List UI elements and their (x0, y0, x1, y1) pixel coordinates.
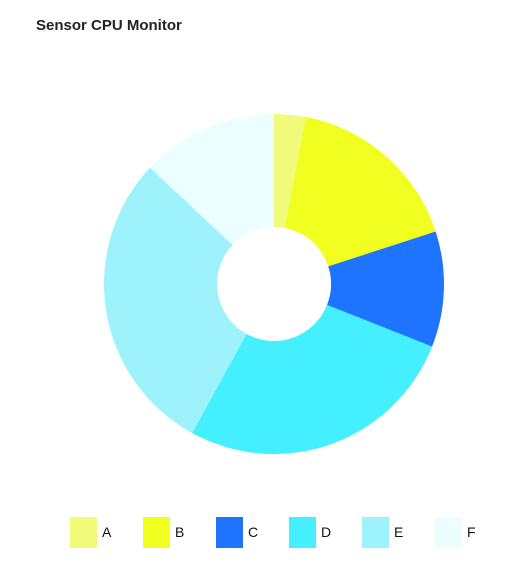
chart-legend: A B C D E F (70, 516, 490, 548)
legend-label: C (248, 524, 259, 540)
donut-chart (103, 114, 444, 454)
legend-item-a: A (70, 516, 111, 548)
legend-swatch (362, 516, 389, 548)
slice-d (192, 304, 433, 454)
legend-item-e: E (362, 516, 403, 548)
slice-e (103, 167, 247, 433)
legend-item-b: B (143, 516, 184, 548)
legend-swatch (435, 516, 462, 548)
chart-title: Sensor CPU Monitor (36, 17, 182, 34)
legend-swatch (143, 516, 170, 548)
slice-b (284, 117, 436, 267)
legend-label: D (321, 524, 332, 540)
legend-item-c: C (216, 516, 258, 548)
slice-a (274, 114, 306, 229)
slice-c (326, 231, 444, 347)
legend-item-d: D (289, 516, 331, 548)
legend-swatch (70, 516, 97, 548)
legend-item-f: F (435, 516, 476, 548)
legend-label: E (394, 524, 404, 540)
legend-label: B (175, 524, 185, 540)
slice-f (150, 114, 274, 245)
legend-swatch (289, 516, 316, 548)
legend-swatch (216, 516, 243, 548)
legend-label: F (467, 524, 476, 540)
legend-label: A (102, 524, 112, 540)
